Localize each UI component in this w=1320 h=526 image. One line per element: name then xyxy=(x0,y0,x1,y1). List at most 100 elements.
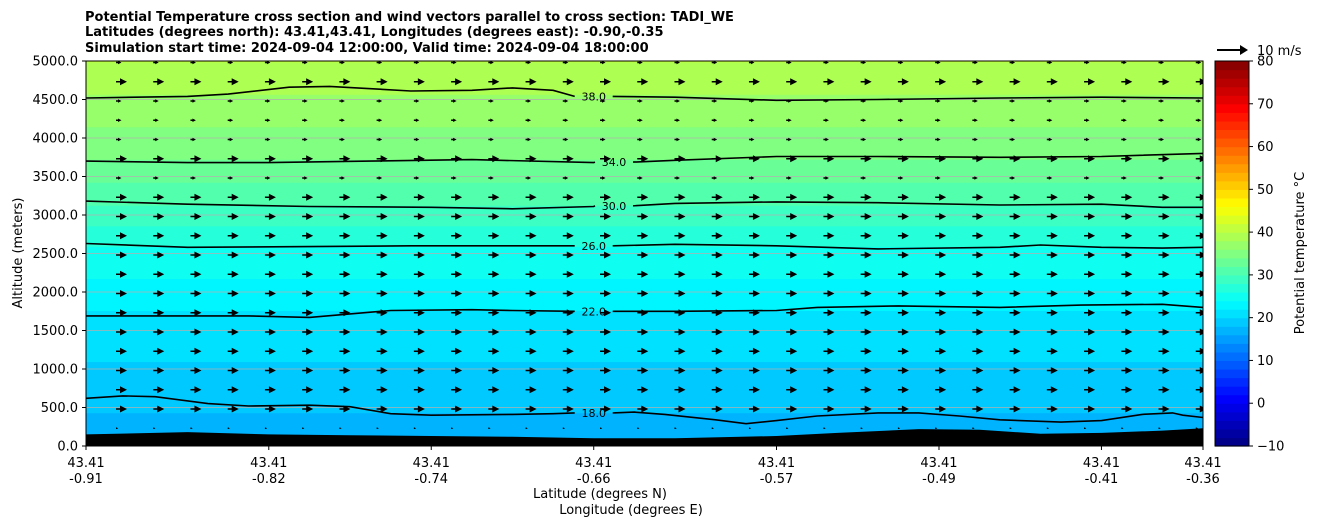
wind-vector-arrow xyxy=(376,405,388,413)
wind-vector-arrow xyxy=(1195,367,1203,374)
contour-line xyxy=(612,303,1203,313)
wind-vector-arrow xyxy=(711,118,718,122)
wind-vector-arrow xyxy=(823,193,835,201)
wind-vector-arrow xyxy=(786,78,798,86)
wind-vector-arrow xyxy=(935,270,947,278)
wind-vector-arrow xyxy=(1084,137,1090,142)
x-axis-label-longitude: Longitude (degrees E) xyxy=(559,503,703,518)
wind-vector-arrow xyxy=(339,176,345,180)
wind-vector-arrow xyxy=(116,232,127,240)
wind-vector-arrow xyxy=(339,386,351,394)
wind-vector-arrow xyxy=(786,118,792,122)
wind-vector-arrow xyxy=(600,99,606,103)
wind-vector-arrow xyxy=(562,61,569,65)
wind-vector-arrow xyxy=(823,99,829,103)
wind-vector-arrow xyxy=(153,290,165,297)
wind-vector-arrow xyxy=(1046,176,1053,180)
wind-key-label: 10 m/s xyxy=(1257,44,1302,59)
colorbar-swatch xyxy=(1215,369,1249,379)
wind-vector-arrow xyxy=(339,99,345,103)
wind-vector-arrow xyxy=(190,232,202,240)
contour-label: 30.0 xyxy=(602,200,627,213)
colorbar-swatch xyxy=(1215,386,1249,396)
wind-vector-arrow xyxy=(1084,61,1090,65)
colorbar-swatch xyxy=(1215,240,1249,250)
wind-vector-arrow xyxy=(1121,427,1124,430)
wind-vector-arrow xyxy=(786,427,789,430)
wind-vector-arrow xyxy=(376,386,388,394)
x-tick-longitude-label: -0.74 xyxy=(414,472,448,487)
wind-vector-arrow xyxy=(302,251,314,259)
wind-vector-arrow xyxy=(451,309,463,317)
wind-vector-arrow xyxy=(786,405,798,413)
wind-vector-arrow xyxy=(786,386,798,394)
wind-vector-arrow xyxy=(860,78,872,86)
wind-vector-arrow xyxy=(748,99,755,103)
contour-label: 26.0 xyxy=(581,240,606,253)
wind-vector-arrow xyxy=(451,367,463,374)
wind-vector-arrow xyxy=(302,328,314,336)
wind-vector-arrow xyxy=(451,155,463,163)
wind-vector-arrow xyxy=(339,232,351,240)
wind-vector-arrow xyxy=(376,78,388,86)
wind-vector-arrow xyxy=(1158,155,1170,163)
colorbar-tick-label: 50 xyxy=(1257,183,1274,198)
wind-vector-arrow xyxy=(674,137,680,142)
wind-vector-arrow xyxy=(562,347,574,355)
wind-vector-arrow xyxy=(562,328,574,336)
wind-vector-arrow xyxy=(190,309,202,317)
colorbar-swatch xyxy=(1215,197,1249,208)
wind-vector-arrow xyxy=(488,427,491,430)
wind-vector-arrow xyxy=(711,61,718,65)
wind-vector-arrow xyxy=(1046,251,1058,259)
wind-vector-arrow xyxy=(1195,328,1203,336)
wind-vector-arrow xyxy=(860,155,872,163)
wind-vector-arrow xyxy=(116,99,122,103)
wind-vector-arrow xyxy=(897,118,904,122)
wind-vector-arrow xyxy=(190,347,202,355)
wind-vector-arrow xyxy=(153,118,159,122)
wind-vector-arrow xyxy=(264,232,276,240)
wind-vector-arrow xyxy=(1046,137,1053,142)
wind-vector-arrow xyxy=(972,405,984,413)
colorbar-swatch xyxy=(1215,155,1249,165)
wind-vector-arrow xyxy=(376,137,383,142)
wind-vector-arrow xyxy=(488,176,494,180)
wind-vector-arrow xyxy=(972,118,978,122)
wind-vector-arrow xyxy=(264,251,276,259)
colorbar-swatch xyxy=(1215,411,1249,421)
y-tick-label: 0.0 xyxy=(57,440,78,455)
wind-vector-arrow xyxy=(562,155,574,163)
colorbar-swatch xyxy=(1215,351,1249,362)
wind-vector-arrow xyxy=(376,61,383,65)
wind-vector-arrow xyxy=(413,118,420,122)
colorbar-tick-label: 60 xyxy=(1257,140,1274,155)
wind-vector-arrow xyxy=(1009,270,1021,278)
wind-vector-arrow xyxy=(376,347,388,355)
wind-vector-arrow xyxy=(1121,155,1133,163)
colorbar-swatch xyxy=(1215,129,1249,139)
wind-vector-arrow xyxy=(600,118,606,122)
x-tick-latitude-label: 43.41 xyxy=(920,456,957,471)
temperature-band xyxy=(86,61,1203,63)
wind-vector-arrow xyxy=(525,176,532,180)
wind-vector-arrow xyxy=(451,118,457,122)
wind-vector-arrow xyxy=(897,78,909,86)
wind-vector-arrow xyxy=(451,78,463,86)
y-axis-label: Altitude (meters) xyxy=(11,198,26,309)
wind-vector-arrow xyxy=(1046,347,1058,355)
wind-vector-arrow xyxy=(413,213,425,220)
wind-vector-arrow xyxy=(488,78,500,86)
wind-vector-arrow xyxy=(1084,118,1090,122)
wind-vector-arrow xyxy=(674,347,686,355)
wind-vector-arrow xyxy=(339,328,351,336)
wind-vector-arrow xyxy=(1046,290,1058,297)
wind-vector-arrow xyxy=(1009,290,1021,297)
wind-vector-arrow xyxy=(451,347,463,355)
wind-vector-arrow xyxy=(525,427,528,430)
colorbar-swatch xyxy=(1215,120,1249,131)
wind-vector-arrow xyxy=(562,405,574,413)
contour-label: 38.0 xyxy=(581,90,606,103)
wind-vector-arrow xyxy=(1158,427,1161,430)
wind-vector-arrow xyxy=(488,99,494,103)
